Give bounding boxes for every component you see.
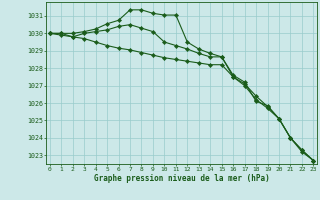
X-axis label: Graphe pression niveau de la mer (hPa): Graphe pression niveau de la mer (hPa) — [94, 174, 269, 183]
